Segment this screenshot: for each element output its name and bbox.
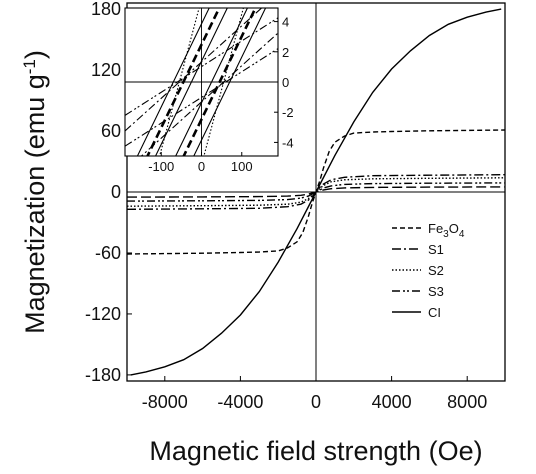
y-axis-ticks: -180 -120 -60 0 60 120 180 [85,0,132,385]
y-tick-label: 0 [111,182,121,202]
x-tick-label: 4000 [372,392,412,412]
legend-label: S3 [428,284,444,299]
inset-loop-branch [182,8,257,156]
inset-y-tick-label: 0 [282,75,289,90]
inset-loop-branch [140,32,278,156]
inset-plot: -100 0 100 -4 -2 0 2 4 [124,7,294,174]
x-tick-label: 0 [311,392,321,412]
legend-label: S2 [428,263,444,278]
inset-y-ticks: -4 -2 0 2 4 [274,15,294,150]
inset-y-tick-label: 4 [282,15,289,30]
inset-x-tick-label: 100 [231,159,253,174]
x-tick-label: -4000 [217,392,263,412]
y-tick-label: 180 [91,0,121,19]
series-line-unlabeled [127,186,505,198]
inset-loop-branch [175,8,249,156]
y-tick-label: -180 [85,365,121,385]
inset-zero-lines [125,8,278,156]
y-tick-label: 60 [101,121,121,141]
x-axis-title: Magnetic field strength (Oe) [149,436,482,466]
inset-x-ticks: -100 0 100 [148,152,253,174]
inset-x-tick-label: -100 [148,159,174,174]
inset-loop-branch [193,8,267,156]
x-axis-ticks: -8000 -4000 0 4000 8000 [142,376,487,412]
legend-label: CI [428,305,441,320]
series-lines [127,8,505,376]
y-tick-label: -120 [85,304,121,324]
inset-loop-branch [125,8,263,132]
y-tick-label: 120 [91,60,121,80]
y-axis-title: Magnetization (emu g-1) [20,50,51,334]
x-tick-label: 8000 [447,392,487,412]
legend: Fe3O4 S1 S2 S3 CI [392,221,465,320]
x-tick-label: -8000 [142,392,188,412]
inset-y-tick-label: -4 [282,135,294,150]
inset-loop-branch [136,8,210,156]
inset-y-tick-label: -2 [282,105,294,120]
legend-label: Fe3O4 [428,221,465,240]
inset-loop-branch [125,48,278,147]
y-tick-label: -60 [95,243,121,263]
series-line-s3 [127,182,505,202]
inset-x-tick-label: 0 [198,159,205,174]
inset-hysteresis-loops [125,8,278,156]
inset-loop-branch [125,17,278,116]
inset-y-tick-label: 2 [282,45,289,60]
legend-label: S1 [428,242,444,257]
inset-loop-branch [146,8,221,156]
inset-loop-branch [154,8,228,156]
